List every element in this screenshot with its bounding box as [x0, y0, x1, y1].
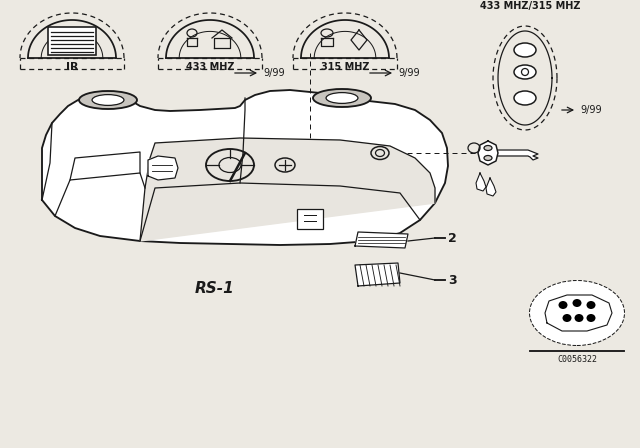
Polygon shape: [355, 263, 400, 286]
Ellipse shape: [313, 89, 371, 107]
Ellipse shape: [514, 91, 536, 105]
Ellipse shape: [559, 301, 568, 309]
Ellipse shape: [529, 280, 625, 345]
Ellipse shape: [586, 301, 595, 309]
Ellipse shape: [586, 314, 595, 322]
Ellipse shape: [92, 95, 124, 105]
Ellipse shape: [514, 43, 536, 57]
Text: 433 MHZ: 433 MHZ: [186, 62, 234, 72]
Polygon shape: [42, 90, 448, 245]
Ellipse shape: [573, 299, 582, 307]
Polygon shape: [355, 232, 408, 248]
Text: 9/99: 9/99: [263, 68, 285, 78]
Text: IR: IR: [66, 62, 78, 72]
Ellipse shape: [326, 93, 358, 103]
FancyBboxPatch shape: [297, 209, 323, 229]
Ellipse shape: [79, 91, 137, 109]
Polygon shape: [498, 150, 538, 160]
Text: 9/99: 9/99: [398, 68, 420, 78]
Polygon shape: [545, 295, 612, 331]
FancyBboxPatch shape: [48, 27, 96, 55]
Text: 3: 3: [448, 273, 456, 287]
Ellipse shape: [575, 314, 584, 322]
Ellipse shape: [484, 146, 492, 151]
Ellipse shape: [514, 65, 536, 79]
Text: RS-1: RS-1: [195, 280, 235, 296]
Polygon shape: [476, 173, 486, 191]
Text: 9/99: 9/99: [580, 105, 602, 115]
Text: 2: 2: [448, 232, 457, 245]
Polygon shape: [486, 178, 496, 196]
Ellipse shape: [484, 155, 492, 160]
Polygon shape: [478, 141, 498, 165]
Text: C0056322: C0056322: [557, 355, 597, 364]
Text: 315 MHZ: 315 MHZ: [321, 62, 369, 72]
Ellipse shape: [563, 314, 572, 322]
Polygon shape: [148, 156, 178, 180]
Text: 433 MHZ/315 MHZ: 433 MHZ/315 MHZ: [480, 1, 580, 11]
Polygon shape: [140, 138, 435, 241]
